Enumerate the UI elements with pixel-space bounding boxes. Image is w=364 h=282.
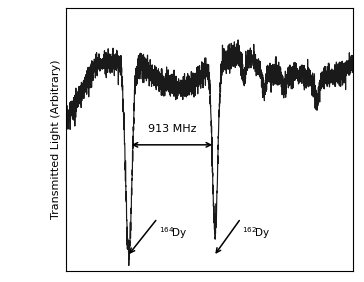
Text: 913 MHz: 913 MHz (148, 124, 196, 134)
Text: $^{162}\!$Dy: $^{162}\!$Dy (242, 225, 271, 241)
Text: $^{164}\!$Dy: $^{164}\!$Dy (159, 225, 187, 241)
Y-axis label: Transmitted Light (Arbitrary): Transmitted Light (Arbitrary) (51, 60, 62, 219)
